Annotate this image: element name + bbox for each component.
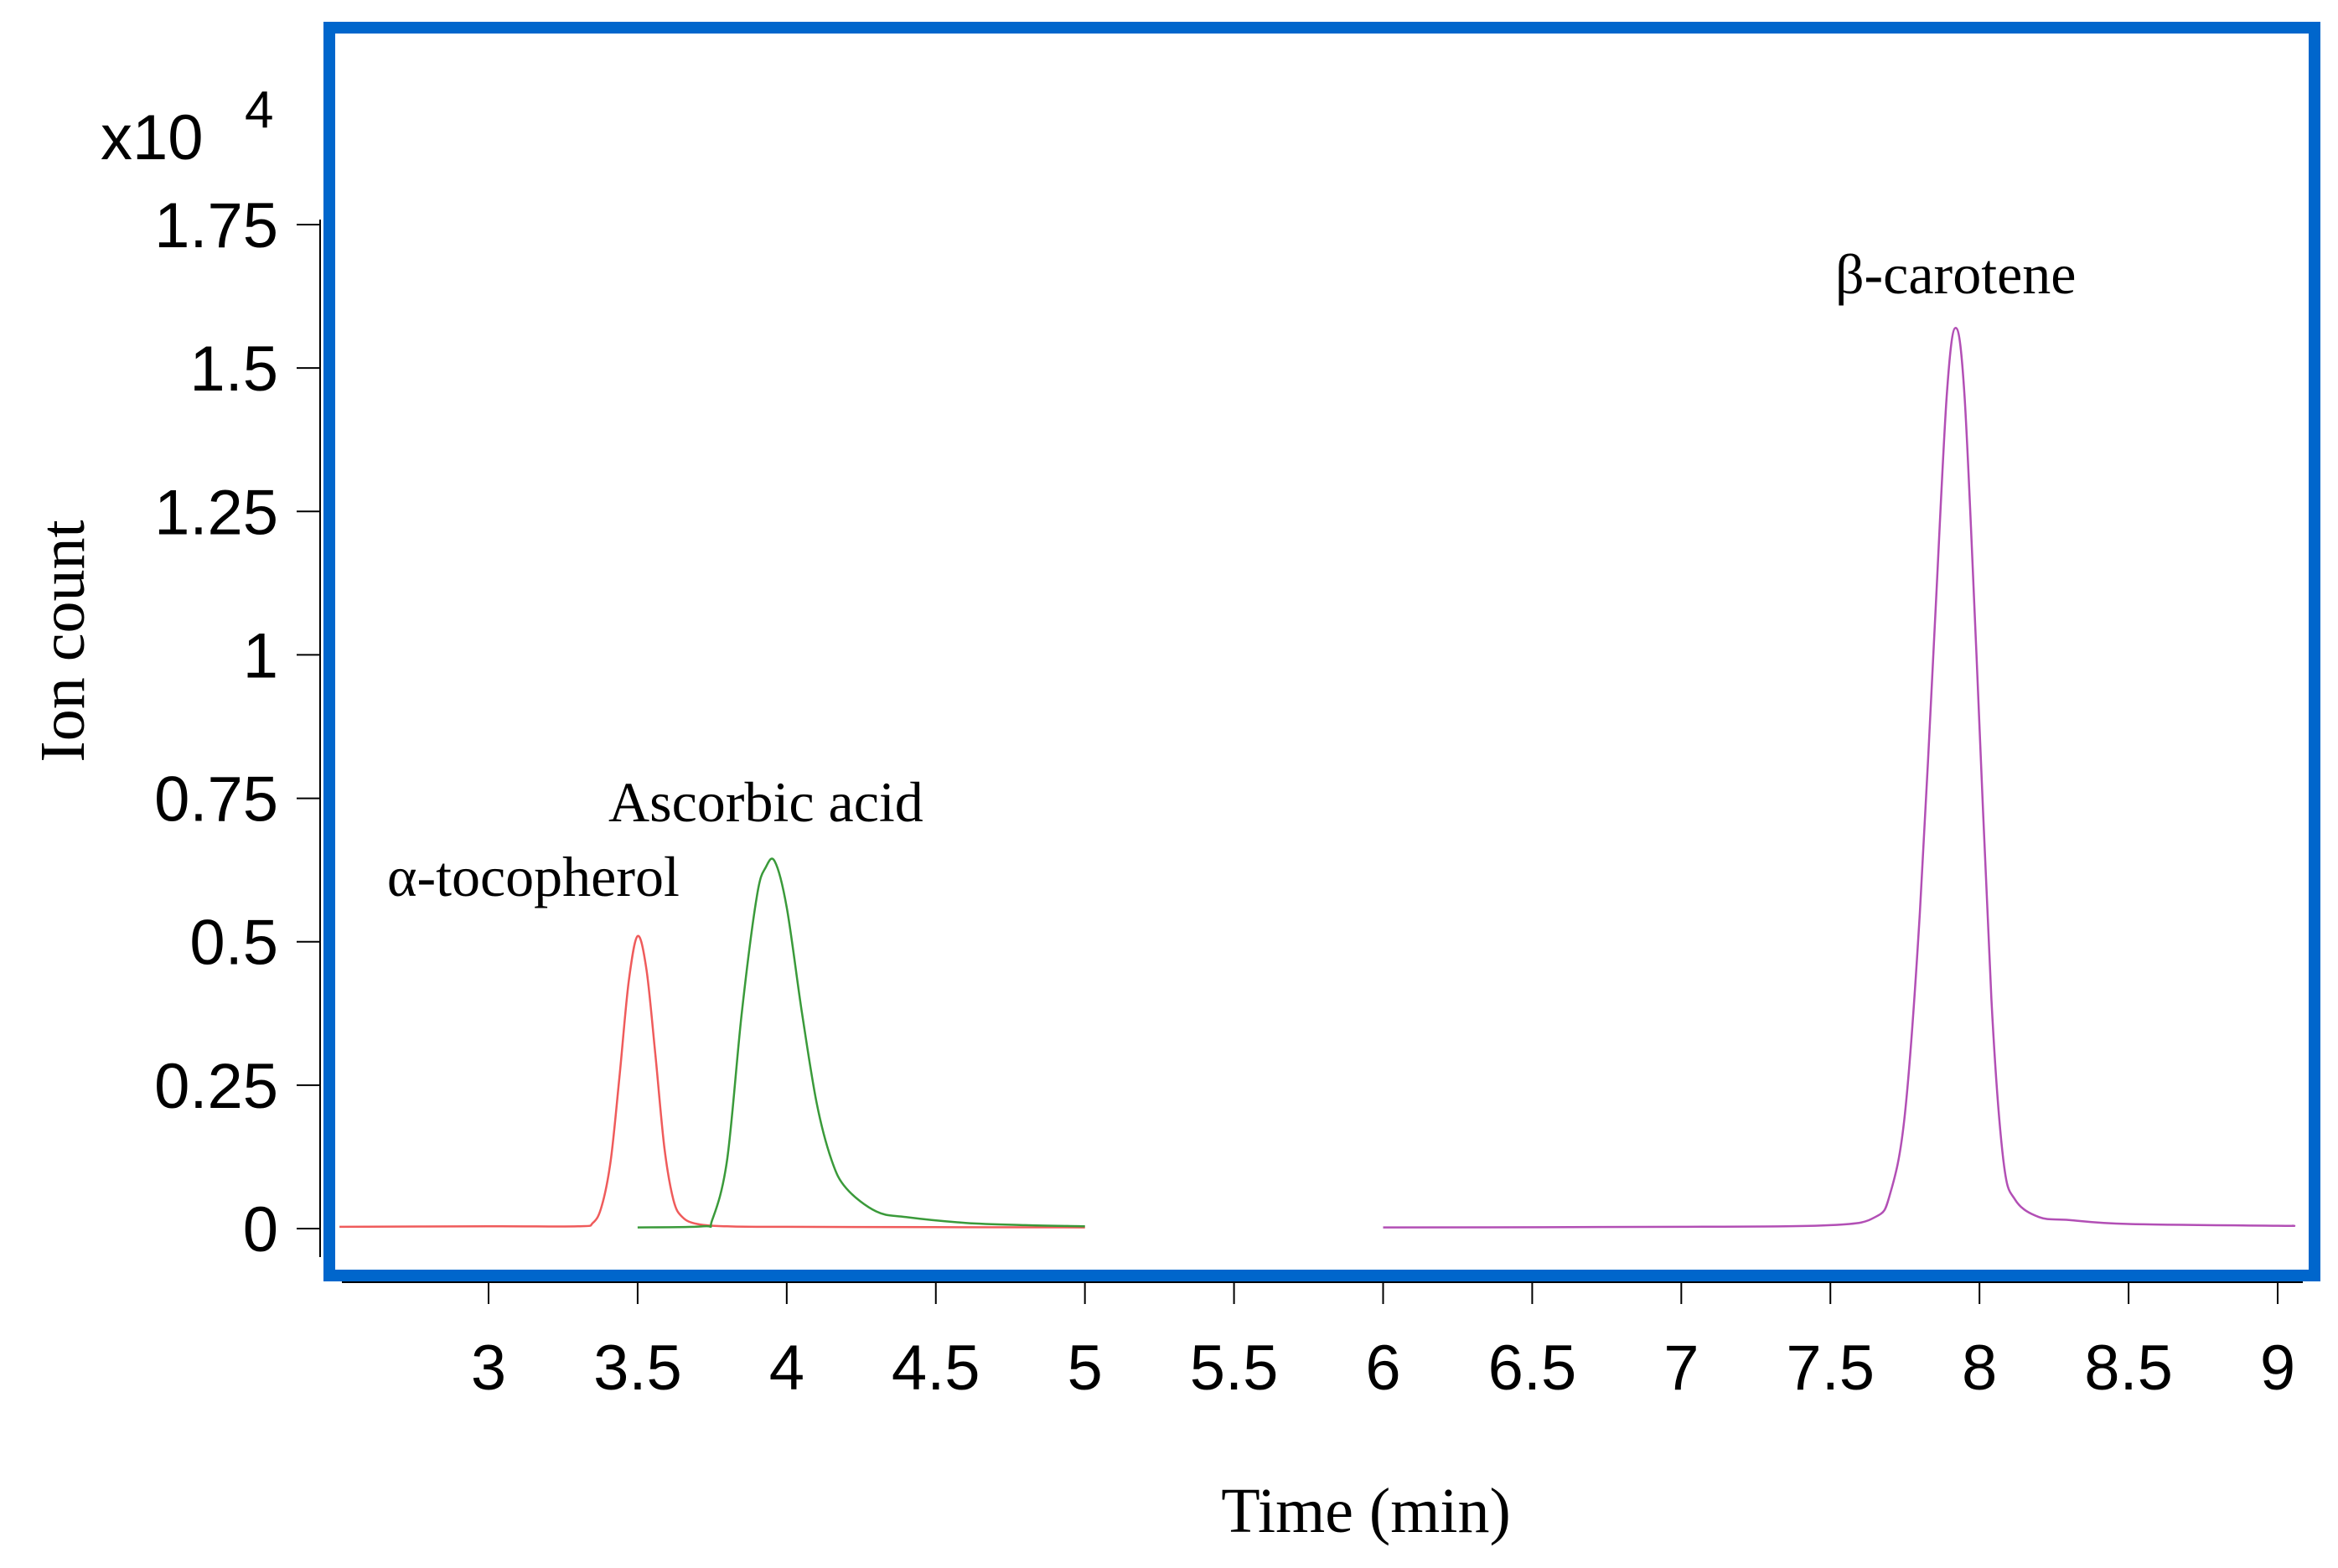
peak-annotation: α-tocopherol — [387, 845, 680, 908]
x-tick-label: 8.5 — [2084, 1333, 2173, 1404]
y-axis: 0 0.25 0.5 0.75 1 1.25 1.5 1.75 — [154, 190, 321, 1265]
x-tick-label: 9 — [2260, 1333, 2295, 1404]
annotation-layer: α-tocopherol Ascorbic acid β-carotene — [387, 242, 2077, 908]
x-tick-label: 7 — [1663, 1333, 1699, 1404]
y-multiplier-exponent: 4 — [245, 81, 273, 139]
y-tick-label: 0.5 — [189, 908, 278, 979]
x-tick-label: 6 — [1365, 1333, 1400, 1404]
y-multiplier-base: x10 — [101, 102, 204, 173]
x-tick-label: 3.5 — [593, 1333, 682, 1404]
y-tick-label: 1.75 — [154, 190, 278, 261]
y-tick-label: 1.5 — [189, 334, 278, 405]
y-axis-title: Ion count — [28, 520, 98, 762]
x-tick-label: 4 — [769, 1333, 804, 1404]
x-tick-label: 5 — [1068, 1333, 1103, 1404]
series-line-3 — [1383, 326, 2296, 1229]
x-tick-label: 3 — [471, 1333, 506, 1404]
x-tick-label: 7.5 — [1786, 1333, 1875, 1404]
x-axis-title: Time (min) — [1221, 1476, 1511, 1546]
peak-annotation: β-carotene — [1835, 242, 2077, 306]
series-line-1 — [339, 934, 1085, 1229]
x-tick-label: 6.5 — [1488, 1333, 1577, 1404]
x-axis: 3 3.5 4 4.5 5 5.5 6 6.5 7 7.5 8 8.5 9 — [342, 1281, 2303, 1404]
series-line-2 — [637, 857, 1085, 1229]
series-layer — [339, 326, 2296, 1229]
plot-frame — [323, 22, 2320, 1281]
y-tick-label: 1 — [243, 620, 278, 691]
peak-annotation: Ascorbic acid — [608, 770, 923, 834]
x-tick-label: 5.5 — [1190, 1333, 1279, 1404]
y-tick-label: 0.25 — [154, 1051, 278, 1122]
y-tick-label: 0 — [243, 1194, 278, 1265]
x-tick-label: 8 — [1962, 1333, 1997, 1404]
x-tick-label: 4.5 — [892, 1333, 980, 1404]
y-tick-label: 0.75 — [154, 764, 278, 836]
y-tick-label: 1.25 — [154, 477, 278, 548]
